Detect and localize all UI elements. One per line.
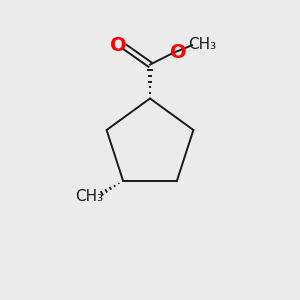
Text: CH₃: CH₃ bbox=[75, 189, 103, 204]
Text: CH₃: CH₃ bbox=[188, 37, 216, 52]
Text: O: O bbox=[170, 43, 186, 62]
Text: O: O bbox=[110, 36, 127, 55]
